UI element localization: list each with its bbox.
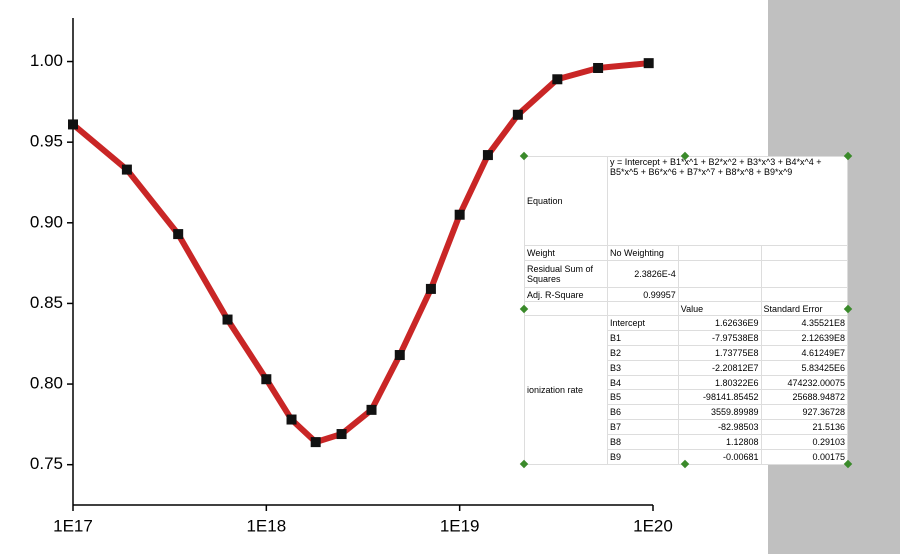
cell: No Weighting	[607, 245, 679, 261]
cell	[677, 245, 762, 261]
marker	[121, 164, 132, 175]
marker	[222, 314, 233, 325]
cell: -2.20812E7	[677, 359, 762, 376]
cell: B8	[607, 434, 679, 451]
cell: -0.00681	[677, 449, 762, 465]
x-tick-label: 1E20	[633, 516, 673, 535]
marker	[68, 119, 78, 130]
x-tick-label: 1E17	[53, 516, 93, 535]
cell: B7	[607, 419, 679, 436]
cell	[760, 245, 848, 261]
cell: 1.62636E9	[677, 315, 762, 331]
cell: Adj. R-Square	[524, 287, 608, 302]
x-tick-label: 1E19	[440, 516, 480, 535]
cell	[760, 260, 848, 288]
marker	[173, 229, 184, 240]
cell: 0.29103	[760, 434, 848, 451]
y-tick-label: 0.80	[30, 374, 63, 393]
cell: Standard Error	[760, 301, 848, 316]
cell: B2	[607, 344, 679, 361]
cell: Weight	[524, 245, 608, 261]
cell: -82.98503	[677, 419, 762, 436]
cell: 4.35521E8	[760, 315, 848, 331]
cell: Equation	[524, 156, 608, 246]
row: B1 -7.97538E8 2.12639E8	[525, 329, 848, 346]
cell: 474232.00075	[760, 374, 848, 391]
cell: 2.3826E-4	[607, 260, 679, 288]
y-tick-label: 1.00	[30, 51, 63, 70]
cell	[677, 287, 762, 302]
y-tick-label: 0.75	[30, 454, 63, 473]
x-tick-label: 1E18	[246, 516, 286, 535]
y-tick-label: 0.95	[30, 132, 63, 151]
chart: 0.75 0.80 0.85 0.90 0.95 1.00 1E17 1E18 1E19 1E20	[30, 18, 673, 535]
row: Adj. R-Square 0.99957	[524, 287, 848, 302]
cell: B3	[607, 359, 679, 376]
cell: 1.80322E6	[677, 374, 762, 391]
cell: -98141.85452	[677, 389, 762, 406]
row: Weight No Weighting	[524, 245, 848, 261]
row: B2 1.73775E8 4.61249E7	[525, 344, 848, 361]
cell: -7.97538E8	[677, 329, 762, 346]
cell: y = Intercept + B1*x^1 + B2*x^2 + B3*x^3…	[607, 156, 848, 246]
cell	[677, 260, 762, 288]
cell: 1.12808	[677, 434, 762, 451]
y-tick-label: 0.85	[30, 293, 63, 312]
marker	[552, 74, 563, 85]
row: B5 -98141.85452 25688.94872	[525, 389, 848, 406]
marker	[454, 209, 465, 220]
marker	[394, 350, 405, 361]
row: B7 -82.98503 21.5136	[525, 419, 848, 436]
cell: B1	[607, 329, 679, 346]
cell: 2.12639E8	[760, 329, 848, 346]
y-tick-label: 0.90	[30, 212, 63, 231]
row: B6 3559.89989 927.36728	[525, 404, 848, 421]
cell: 0.99957	[607, 287, 679, 302]
cell: 1.73775E8	[677, 344, 762, 361]
cell: Intercept	[607, 315, 679, 331]
cell: 25688.94872	[760, 389, 848, 406]
marker	[336, 429, 347, 440]
cell: B4	[607, 374, 679, 391]
marker	[643, 58, 654, 69]
row: Value Standard Error	[524, 301, 848, 316]
cell: B5	[607, 389, 679, 406]
row: Residual Sum of Squares 2.3826E-4	[524, 260, 848, 288]
cell: 4.61249E7	[760, 344, 848, 361]
cell: 21.5136	[760, 419, 848, 436]
cell: B9	[607, 449, 679, 465]
marker	[366, 404, 377, 415]
fit-table: Equation y = Intercept + B1*x^1 + B2*x^2 …	[524, 156, 848, 465]
cell	[524, 301, 608, 316]
cell: 3559.89989	[677, 404, 762, 421]
cell: Value	[677, 301, 762, 316]
marker	[310, 437, 321, 448]
cell: Residual Sum of Squares	[524, 260, 608, 288]
cell: 927.36728	[760, 404, 848, 421]
cell: 0.00175	[760, 449, 848, 465]
cell: B6	[607, 404, 679, 421]
cell	[607, 301, 679, 316]
marker	[425, 283, 436, 294]
marker	[482, 150, 493, 161]
cell: ionization rate	[524, 315, 608, 465]
marker	[512, 109, 523, 120]
cell	[760, 287, 848, 302]
row: ionization rate Intercept 1.62636E9 4.35521…	[524, 315, 848, 465]
marker	[286, 414, 297, 425]
cell: 5.83425E6	[760, 359, 848, 376]
row: B9 -0.00681 0.00175	[525, 449, 848, 465]
marker	[261, 374, 272, 385]
marker	[593, 62, 604, 73]
row: B3 -2.20812E7 5.83425E6	[525, 359, 848, 376]
